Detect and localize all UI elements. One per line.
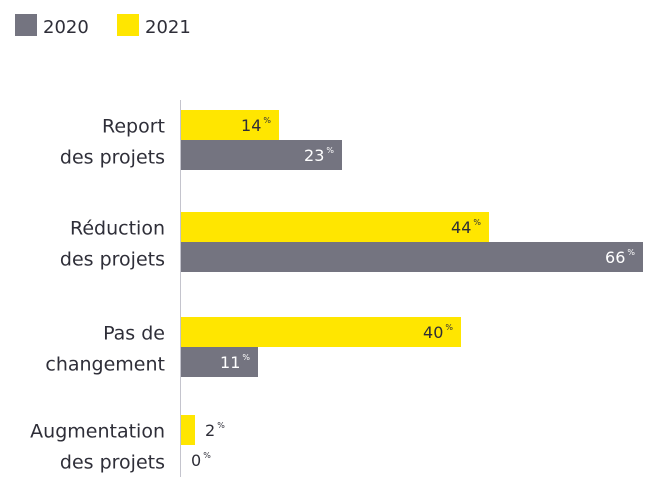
category-label: des projets: [60, 452, 165, 474]
bar: [181, 242, 643, 272]
legend-label: 2020: [43, 17, 89, 38]
category-label: changement: [45, 354, 165, 376]
bar: [181, 415, 195, 445]
category-label: Réduction: [70, 218, 165, 240]
bar: [181, 110, 279, 140]
value-label: 14%: [241, 116, 271, 135]
value-label: 0%: [191, 451, 211, 470]
category-label: des projets: [60, 249, 165, 271]
value-label: 11%: [220, 353, 250, 372]
value-label: 2%: [205, 421, 225, 440]
bar: [181, 317, 461, 347]
legend-swatch: [15, 14, 37, 36]
category-label: Report: [102, 116, 165, 138]
bar: [181, 212, 489, 242]
value-label: 40%: [423, 323, 453, 342]
category-label: Augmentation: [30, 421, 165, 443]
bar: [181, 347, 258, 377]
value-label: 23%: [304, 146, 334, 165]
value-label: 66%: [605, 248, 635, 267]
legend-swatch: [117, 14, 139, 36]
category-label: Pas de: [103, 323, 165, 345]
value-label: 44%: [451, 218, 481, 237]
legend-label: 2021: [145, 17, 191, 38]
bar: [181, 140, 342, 170]
category-label: des projets: [60, 147, 165, 169]
